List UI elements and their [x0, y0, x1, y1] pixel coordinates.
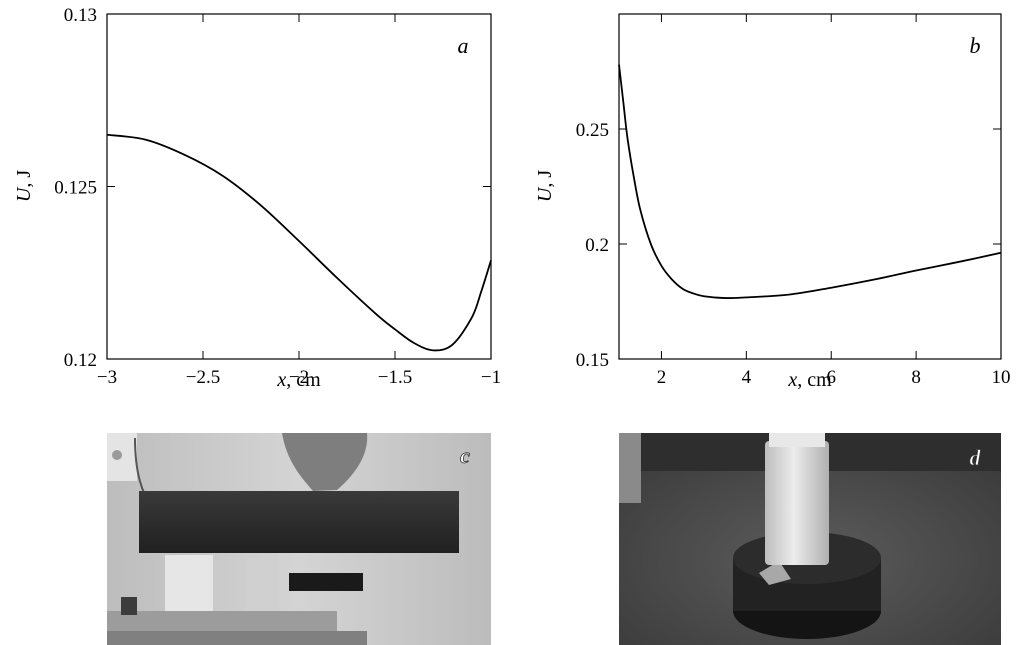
panel-label-a: a — [458, 33, 469, 58]
y-tick-label-a: 0.12 — [64, 350, 97, 371]
photo-c-label: c — [460, 443, 470, 468]
ticks-a: −3 −2.5 −2 −1.5 −1 0.12 0.125 0.13 — [54, 5, 501, 388]
y-axis-label-a: U, J — [13, 170, 35, 202]
x-tick-label-a: −2 — [289, 367, 309, 388]
x-axis-label-b: x, cm — [787, 369, 832, 391]
x-axis-unit-a: , cm — [286, 369, 321, 391]
y-axis-unit-b: , J — [534, 170, 556, 188]
photo-c-hand — [282, 433, 368, 491]
panel-label-b: b — [970, 33, 981, 58]
y-tick-label-b: 0.25 — [576, 120, 609, 141]
x-axis-var-a: x — [276, 369, 286, 391]
y-tick-label-a: 0.13 — [64, 5, 97, 26]
series-line-a — [106, 133, 492, 352]
photo-c-small-magnet — [289, 573, 363, 591]
x-axis-unit-b: , cm — [797, 369, 832, 391]
photo-c-platform-bottom — [107, 631, 367, 645]
ticks-b: 2 4 6 8 10 0.15 0.2 0.25 — [576, 14, 1011, 388]
x-tick-label-a: −1.5 — [378, 367, 412, 388]
series-line-b — [618, 64, 1002, 300]
y-tick-label-a: 0.125 — [54, 178, 97, 199]
chart-b: 2 4 6 8 10 0.15 0.2 0.25 b x, cm U, J — [534, 13, 1011, 391]
photo-d-label: d — [970, 445, 982, 470]
photo-c-base-cylinder-mid — [247, 558, 279, 618]
photo-d-wall-left — [619, 433, 641, 503]
plot-frame-b — [618, 13, 1002, 360]
x-tick-label-a: −3 — [97, 367, 117, 388]
x-tick-label-b: 10 — [992, 367, 1011, 388]
x-tick-label-a: −2.5 — [186, 367, 220, 388]
y-axis-label-b: U, J — [534, 170, 556, 202]
photo-c-outlet-icon — [112, 450, 122, 460]
chart-a: −3 −2.5 −2 −1.5 −1 0.12 0.125 0.13 a x, cm U, J — [13, 5, 501, 391]
photo-d-levitating-cylinder — [765, 441, 829, 565]
plot-frame-a — [106, 13, 492, 360]
x-axis-label-a: x, cm — [276, 369, 321, 391]
photo-c-illustration: c — [107, 433, 491, 645]
photo-c: c — [107, 433, 491, 645]
photo-d-tape-patch — [759, 561, 791, 585]
y-tick-label-b: 0.15 — [576, 350, 609, 371]
x-tick-label-b: 4 — [742, 367, 752, 388]
photo-c-platform — [107, 611, 337, 631]
y-axis-var-b: U — [534, 186, 556, 202]
photo-d-illustration: d — [619, 433, 1001, 645]
y-tick-label-b: 0.2 — [585, 235, 609, 256]
photo-d: d — [619, 433, 1001, 645]
photo-c-base-cylinder-left — [165, 555, 213, 613]
photo-c-component — [121, 597, 137, 615]
y-axis-var-a: U — [13, 186, 35, 202]
photo-d-cylinder-cap — [769, 433, 825, 447]
x-tick-label-b: 2 — [657, 367, 667, 388]
y-axis-unit-a: , J — [13, 170, 35, 188]
photo-c-levitating-magnet — [139, 491, 459, 553]
x-axis-var-b: x — [787, 369, 797, 391]
x-tick-label-a: −1 — [481, 367, 501, 388]
photo-c-wall-panel — [107, 433, 137, 481]
x-tick-label-b: 6 — [826, 367, 836, 388]
x-tick-label-b: 8 — [911, 367, 921, 388]
